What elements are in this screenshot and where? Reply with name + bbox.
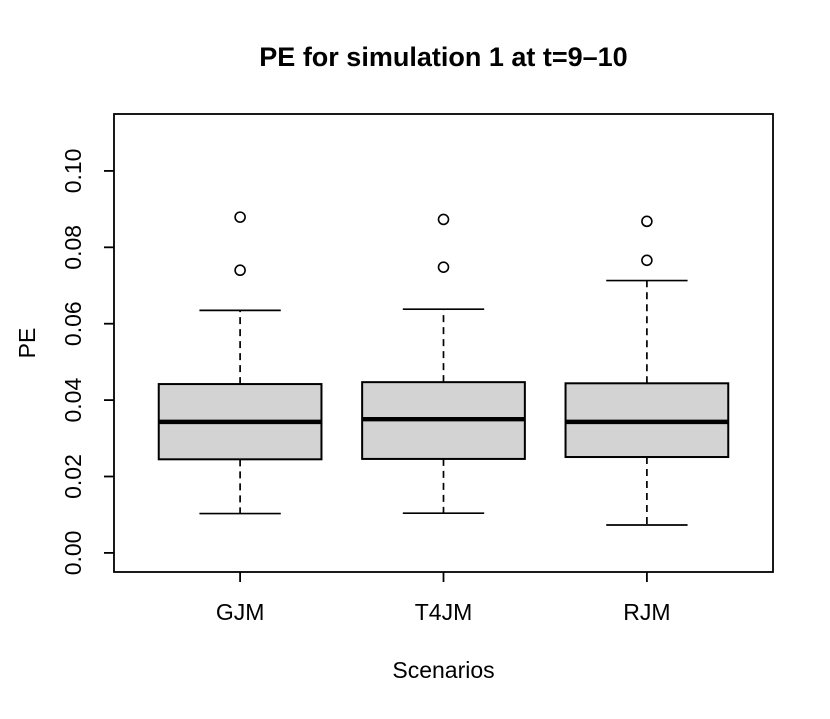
y-axis-label: PE [14, 328, 40, 359]
x-axis-label: Scenarios [392, 657, 494, 683]
y-axis-tick-label: 0.06 [60, 301, 86, 346]
y-axis-tick-label: 0.10 [60, 149, 86, 194]
x-axis-tick-label: GJM [216, 599, 265, 625]
outlier-point [437, 261, 450, 273]
outlier-point [234, 264, 246, 277]
plot-area: 0.00 0.02 0.04 0.06 0.08 0.10 GJM T4JM RJM [60, 113, 774, 625]
outlier-point [234, 211, 246, 223]
y-axis-tick-label: 0.08 [60, 225, 86, 270]
x-axis-tick-label: RJM [623, 599, 670, 625]
y-axis-tick-label: 0.04 [60, 378, 86, 423]
y-axis-tick-label: 0.00 [60, 531, 86, 576]
outlier-point [641, 254, 653, 267]
x-axis-tick-label: T4JM [415, 599, 473, 625]
outlier-point [437, 213, 450, 226]
plot-frame [113, 113, 774, 573]
chart-title: PE for simulation 1 at t=9–10 [259, 42, 627, 72]
y-axis-tick-label: 0.02 [60, 454, 86, 499]
outlier-point [641, 215, 653, 228]
